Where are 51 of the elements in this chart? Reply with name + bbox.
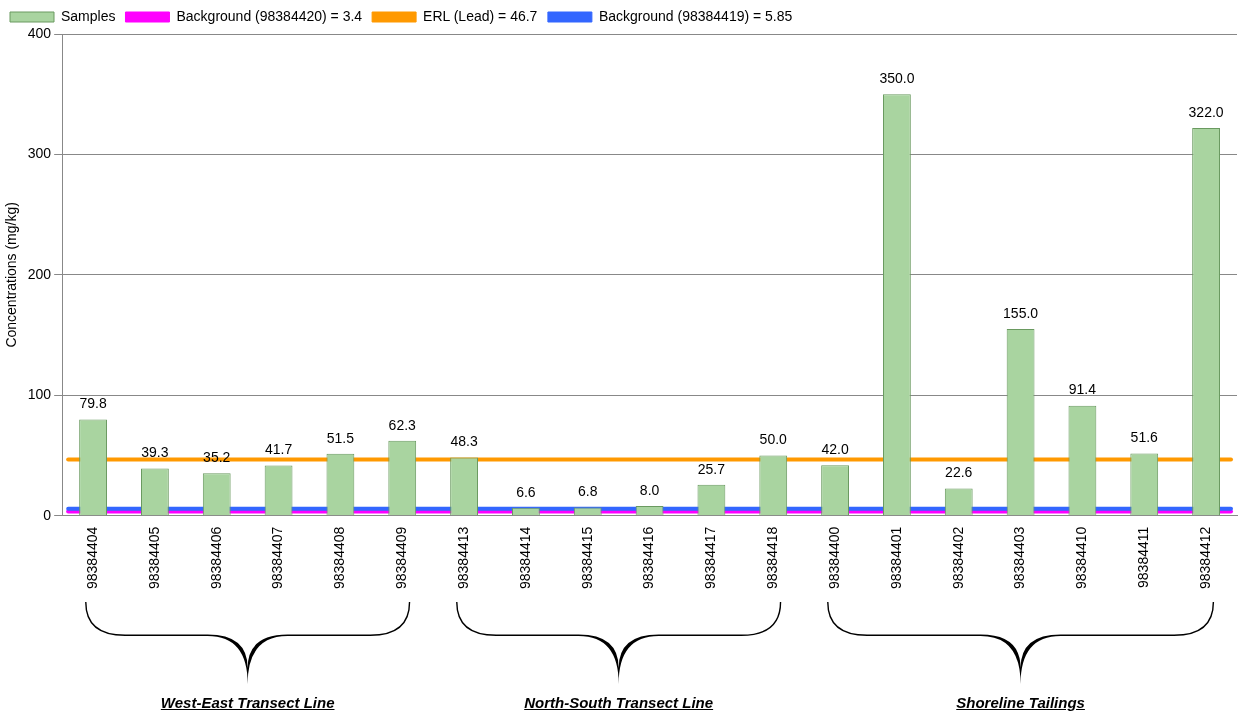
x-tick-label: 98384418 <box>764 526 781 590</box>
y-tick-label: 400 <box>27 24 52 41</box>
x-tick-label: 98384401 <box>887 526 904 590</box>
y-axis-title: Concentrations (mg/kg) <box>3 202 20 348</box>
legend-label: Background (98384420) = 3.4 <box>176 7 363 24</box>
data-label: 6.6 <box>516 483 536 500</box>
x-tick-label: 98384416 <box>640 526 657 590</box>
x-tick-label: 98384403 <box>1011 526 1028 590</box>
legend-label: ERL (Lead) = 46.7 <box>423 7 538 24</box>
data-label: 6.8 <box>578 483 598 500</box>
data-label: 62.3 <box>388 416 417 433</box>
legend-label: Samples <box>61 7 116 24</box>
data-label: 350.0 <box>879 70 915 87</box>
data-label: 155.0 <box>1003 304 1039 321</box>
x-tick-label: 98384410 <box>1073 526 1090 590</box>
data-label: 50.0 <box>759 431 788 448</box>
x-tick-label: 98384417 <box>702 526 719 590</box>
legend-label: Background (98384419) = 5.85 <box>598 7 793 24</box>
data-label: 48.3 <box>450 433 478 450</box>
data-label: 35.2 <box>203 449 231 466</box>
y-tick-label: 100 <box>27 386 52 403</box>
x-tick-label: 98384415 <box>578 526 595 590</box>
data-label: 8.0 <box>639 481 660 498</box>
x-tick-label: 98384406 <box>207 526 224 590</box>
text: West-East Transect Line <box>160 694 335 711</box>
y-tick-label: 300 <box>27 145 52 162</box>
data-label: 22.6 <box>945 464 973 481</box>
y-tick-label: 0 <box>43 506 52 523</box>
x-tick-label: 98384402 <box>949 526 966 590</box>
y-tick-label: 200 <box>27 265 52 282</box>
x-tick-label: 98384400 <box>825 526 842 590</box>
data-label: 91.4 <box>1068 381 1097 398</box>
text: Shoreline Tailings <box>956 694 1085 711</box>
x-tick-label: 98384405 <box>145 526 162 590</box>
data-label: 41.7 <box>264 441 293 458</box>
x-tick-label: 98384413 <box>454 526 471 590</box>
x-tick-label: 98384409 <box>393 526 410 590</box>
data-label: 25.7 <box>697 460 726 477</box>
data-label: 39.3 <box>141 444 169 461</box>
data-label: 51.6 <box>1130 429 1159 446</box>
data-label: 79.8 <box>79 395 107 412</box>
data-label: 42.0 <box>821 440 849 457</box>
data-label: 322.0 <box>1188 103 1224 120</box>
text: North-South Transect Line <box>524 694 714 711</box>
x-tick-label: 98384411 <box>1135 526 1152 588</box>
x-tick-label: 98384412 <box>1196 526 1213 590</box>
x-tick-label: 98384404 <box>83 526 100 590</box>
x-tick-label: 98384407 <box>269 526 286 590</box>
x-tick-label: 98384408 <box>331 526 348 590</box>
x-tick-label: 98384414 <box>516 526 533 590</box>
data-label: 51.5 <box>326 429 355 446</box>
